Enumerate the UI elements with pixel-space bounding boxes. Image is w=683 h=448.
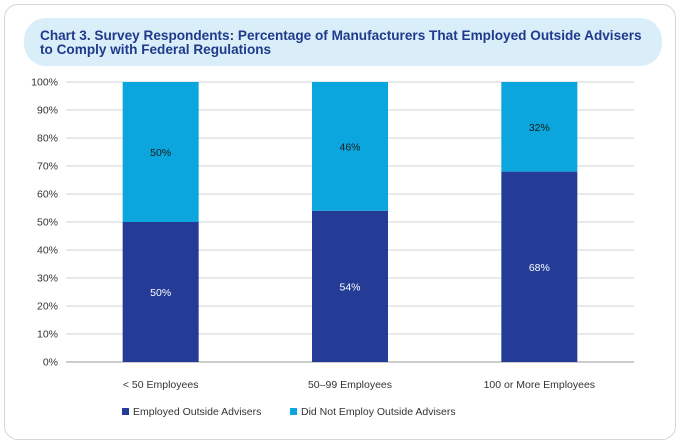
y-tick-label: 30% — [37, 273, 58, 285]
data-label: 50% — [150, 287, 171, 299]
y-tick-label: 20% — [37, 301, 58, 313]
y-tick-label: 100% — [31, 77, 58, 89]
bar-segment — [501, 82, 578, 172]
bar-segment — [122, 82, 199, 222]
bar-segment — [312, 82, 388, 211]
bar-segment — [501, 171, 578, 362]
y-tick-label: 0% — [43, 357, 58, 369]
data-label: 32% — [529, 122, 550, 134]
data-label: 68% — [529, 262, 550, 274]
y-tick-label: 90% — [37, 105, 58, 117]
title-bar: Chart 3. Survey Respondents: Percentage … — [24, 18, 662, 66]
legend-swatch — [122, 408, 129, 415]
x-axis: < 50 Employees 50–99 Employees 100 or More… — [123, 379, 595, 391]
bar-segment — [122, 222, 199, 362]
y-tick-label: 80% — [37, 133, 58, 145]
x-category-label: < 50 Employees — [123, 379, 199, 391]
x-category-label: 50–99 Employees — [308, 379, 392, 391]
x-category-label: 100 or More Employees — [484, 379, 595, 391]
bar-segment — [312, 210, 388, 362]
data-label: 54% — [339, 281, 360, 293]
data-label: 50% — [150, 147, 171, 159]
data-label: 46% — [339, 141, 360, 153]
chart-title: Chart 3. Survey Respondents: Percentage … — [40, 28, 642, 57]
legend: Employed Outside Advisers Did Not Employ … — [122, 406, 456, 418]
legend-swatch — [290, 408, 297, 415]
legend-label: Employed Outside Advisers — [133, 406, 261, 418]
y-tick-label: 60% — [37, 189, 58, 201]
y-tick-label: 40% — [37, 245, 58, 257]
bars: 50% 50% 54% 46% 68% 32% — [122, 82, 578, 362]
y-tick-label: 50% — [37, 217, 58, 229]
y-tick-label: 10% — [37, 329, 58, 341]
y-axis: 0% 10% 20% 30% 40% 50% 60% 70% 80% 90% 100% — [31, 77, 58, 369]
y-tick-label: 70% — [37, 161, 58, 173]
legend-label: Did Not Employ Outside Advisers — [301, 406, 456, 418]
